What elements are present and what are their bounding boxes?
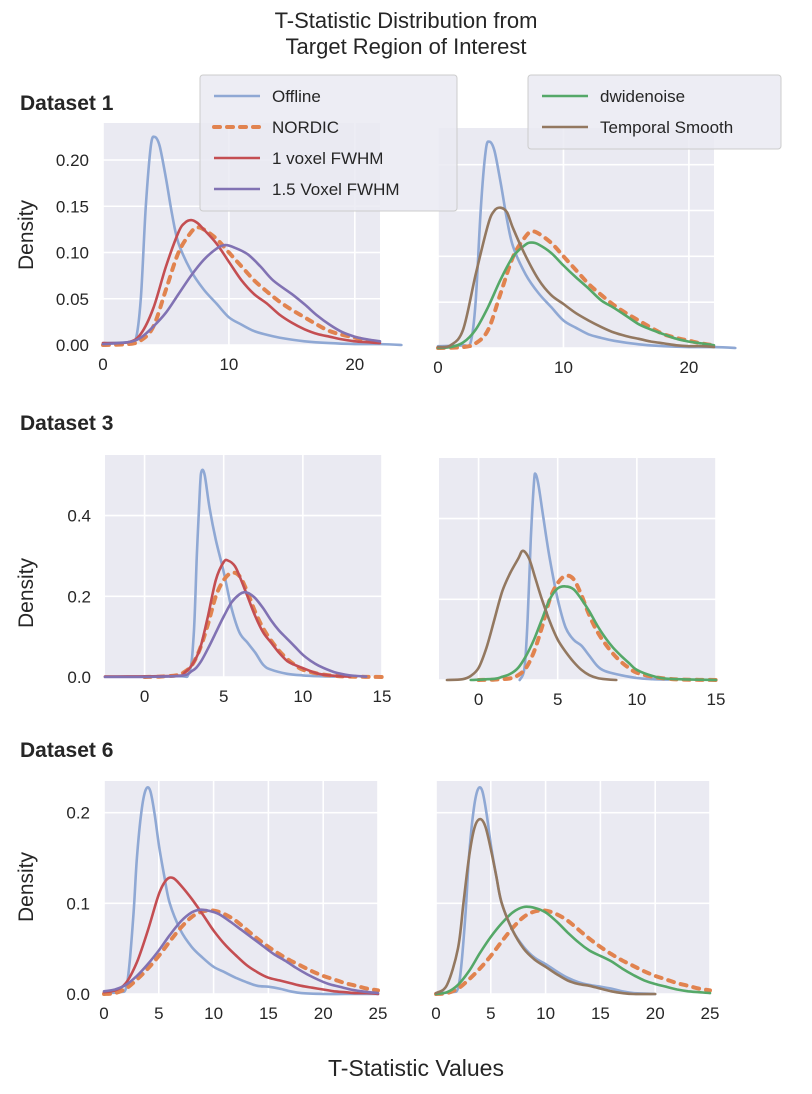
dataset-3-label: Dataset 3 [20, 412, 113, 435]
x-tick-label: 5 [219, 687, 228, 706]
x-tick-label: 15 [373, 687, 392, 706]
x-tick-label: 15 [591, 1004, 610, 1023]
series-line-1-5-voxel-fwhm [102, 908, 380, 995]
y-tick-label: 0.1 [66, 894, 90, 913]
series-line-dwidenoise [436, 241, 716, 350]
x-tick-label: 10 [219, 355, 238, 374]
x-tick-label: 20 [345, 355, 364, 374]
y-axis-label-dataset-3: Density [15, 557, 38, 628]
series-line-dwidenoise [434, 905, 712, 996]
y-tick-label: 0.0 [66, 985, 90, 1004]
panel-dataset-6-left: 0 5 10 15 20 25 0.0 0.1 0.2 [66, 781, 387, 1023]
y-tick-label: 0.00 [56, 336, 89, 355]
y-tick-label: 0.4 [67, 507, 91, 526]
x-tick-label: 10 [627, 690, 646, 709]
y-tick-label: 0.2 [67, 587, 91, 606]
legend-label: dwidenoise [600, 87, 685, 106]
series-line-temporal-smooth [434, 817, 657, 996]
series-line-1-voxel-fwhm [101, 218, 382, 345]
figure-title-line2: Target Region of Interest [286, 34, 527, 59]
series-line-1-5-voxel-fwhm [101, 243, 382, 346]
y-tick-label: 0.2 [66, 804, 90, 823]
axes-background [439, 458, 716, 680]
x-tick-label: 25 [369, 1004, 388, 1023]
x-tick-label: 0 [474, 690, 483, 709]
x-tick-label: 15 [707, 690, 726, 709]
y-axis-label-dataset-1: Density [15, 199, 38, 270]
x-tick-label: 5 [154, 1004, 163, 1023]
legend-frame [527, 74, 782, 150]
y-tick-label: 0.20 [56, 151, 89, 170]
series-line-1-voxel-fwhm [102, 876, 380, 996]
series-line-nordic [434, 908, 712, 996]
axes-background [105, 455, 382, 677]
panel-dataset-6-right: 0 5 10 15 20 25 [431, 781, 719, 1023]
panel-dataset-3-right: 0 5 10 15 [439, 458, 725, 709]
series-line-temporal-smooth [436, 206, 716, 349]
y-tick-label: 0.0 [67, 668, 91, 687]
panel-dataset-1-right: 0 10 20 [433, 128, 737, 377]
x-tick-label: 25 [701, 1004, 720, 1023]
x-tick-label: 15 [259, 1004, 278, 1023]
x-tick-label: 0 [99, 1004, 108, 1023]
y-tick-label: 0.15 [56, 197, 89, 216]
x-tick-label: 5 [486, 1004, 495, 1023]
x-tick-label: 0 [98, 355, 107, 374]
legend-label: 1 voxel FWHM [272, 149, 383, 168]
legend-label: NORDIC [272, 118, 339, 137]
legend-right: dwidenoise Temporal Smooth [527, 74, 782, 150]
series-line-dwidenoise [469, 585, 718, 682]
y-tick-label: 0.05 [56, 290, 89, 309]
series-line-nordic [101, 225, 382, 347]
x-axis-label: T-Statistic Values [328, 1055, 504, 1081]
figure-title-line1: T-Statistic Distribution from [275, 8, 538, 33]
series-line-1-5-voxel-fwhm [103, 590, 368, 679]
axes-background [436, 781, 710, 994]
series-line-offline [103, 468, 336, 679]
panel-dataset-3-left: 0 5 10 15 0.0 0.2 0.4 [67, 455, 391, 706]
x-tick-label: 10 [204, 1004, 223, 1023]
dataset-6-label: Dataset 6 [20, 739, 113, 762]
legend-frame [199, 74, 458, 212]
y-tick-label: 0.10 [56, 244, 89, 263]
series-line-offline [518, 472, 670, 682]
legend-label: 1.5 Voxel FWHM [272, 180, 400, 199]
series-line-nordic [102, 908, 380, 996]
series-line-offline [436, 140, 737, 350]
x-tick-label: 20 [679, 358, 698, 377]
y-axis-label-dataset-6: Density [15, 851, 38, 922]
x-tick-label: 20 [646, 1004, 665, 1023]
legend-label: Temporal Smooth [600, 118, 733, 137]
series-line-offline [101, 135, 403, 347]
x-tick-label: 10 [293, 687, 312, 706]
x-tick-label: 10 [554, 358, 573, 377]
x-tick-label: 0 [431, 1004, 440, 1023]
x-tick-label: 5 [553, 690, 562, 709]
dataset-1-label: Dataset 1 [20, 92, 114, 115]
series-line-temporal-smooth [445, 549, 618, 682]
x-tick-label: 0 [433, 358, 442, 377]
series-line-1-voxel-fwhm [103, 558, 352, 678]
series-line-offline [102, 786, 380, 996]
legend-left: Offline NORDIC 1 voxel FWHM 1.5 Voxel FWHM [199, 74, 458, 212]
x-tick-label: 0 [140, 687, 149, 706]
x-tick-label: 20 [314, 1004, 333, 1023]
legend-label: Offline [272, 87, 321, 106]
x-tick-label: 10 [536, 1004, 555, 1023]
